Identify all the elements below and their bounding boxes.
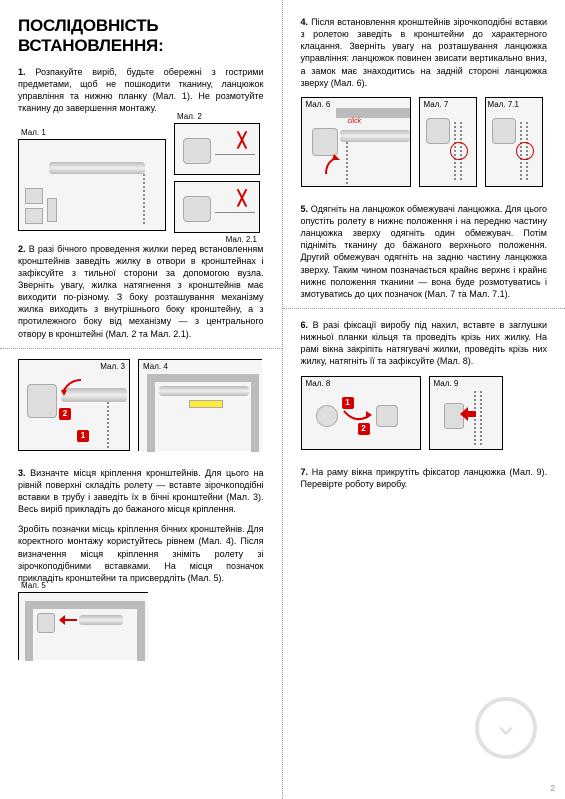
- step-number-4: 4.: [301, 17, 309, 27]
- step-number-6: 6.: [301, 320, 309, 330]
- page: ПОСЛІДОВНІСТЬ ВСТАНОВЛЕННЯ: 1. Розпакуйт…: [0, 0, 565, 799]
- arrow-icon: [59, 378, 83, 396]
- fig-2-1: Мал. 2.1: [174, 181, 260, 233]
- page-title: ПОСЛІДОВНІСТЬ ВСТАНОВЛЕННЯ:: [18, 16, 264, 56]
- fig-5: Мал. 5: [18, 592, 148, 660]
- step-7-text: На раму вікна прикрутіть фіксатор ланцюж…: [301, 467, 548, 489]
- step-6-text: В разі фіксації виробу під нахил, вставт…: [301, 320, 548, 366]
- step-5-text: Одягніть на ланцюжок обмежувачі ланцюжка…: [301, 204, 548, 299]
- scissors-icon: [229, 128, 255, 154]
- fig-6-label: Мал. 6: [306, 100, 331, 109]
- divider: [0, 348, 282, 349]
- fig-row-2: Мал. 3 2 1 Мал. 4: [18, 359, 264, 457]
- fig-9-label: Мал. 9: [434, 379, 459, 388]
- step-3b: Зробіть позначки місць кріплення бічних …: [18, 523, 264, 584]
- left-column: ПОСЛІДОВНІСТЬ ВСТАНОВЛЕННЯ: 1. Розпакуйт…: [0, 0, 283, 799]
- fig-3: Мал. 3 2 1: [18, 359, 130, 451]
- step-7: 7. На раму вікна прикрутіть фіксатор лан…: [301, 466, 548, 490]
- step-3a-text: Визначте місця кріплення кронштейнів. Дл…: [18, 468, 264, 514]
- fig-row-4: Мал. 6 click Мал. 7 Мал. 7.1: [301, 97, 548, 193]
- fig-row-1: Мал. 1 Мал. 2 Мал. 2.1: [18, 123, 264, 233]
- watermark-icon: [475, 697, 537, 759]
- step-number-2: 2.: [18, 244, 26, 254]
- step-4-text: Після встановлення кронштейнів зірочкопо…: [301, 17, 548, 88]
- fig-row-3: Мал. 5: [18, 592, 264, 664]
- fig-4: Мал. 4: [138, 359, 262, 451]
- fig-8: Мал. 8 1 2: [301, 376, 421, 450]
- fig-7-1-label: Мал. 7.1: [488, 100, 519, 109]
- step-6: 6. В разі фіксації виробу під нахил, вст…: [301, 319, 548, 368]
- fig-8-label: Мал. 8: [306, 379, 331, 388]
- fig-5-label: Мал. 5: [21, 581, 46, 590]
- step-3a: 3. Визначте місця кріплення кронштейнів.…: [18, 467, 264, 516]
- arrow-icon: [342, 407, 372, 427]
- fig-4-label: Мал. 4: [143, 362, 168, 371]
- fig-1-label: Мал. 1: [21, 128, 46, 137]
- badge-1: 1: [77, 430, 89, 442]
- step-4: 4. Після встановлення кронштейнів зірочк…: [301, 16, 548, 89]
- fig-9: Мал. 9: [429, 376, 503, 450]
- fig-row-5: Мал. 8 1 2 Мал. 9: [301, 376, 548, 456]
- divider: [283, 308, 565, 309]
- step-2: 2. В разі бічного проведення жилки перед…: [18, 243, 264, 340]
- step-number-3: 3.: [18, 468, 26, 478]
- step-1-text: Розпакуйте виріб, будьте обережні з гост…: [18, 67, 264, 113]
- arrow-icon: [322, 154, 340, 176]
- step-2-text: В разі бічного проведення жилки перед вс…: [18, 244, 264, 339]
- arrow-icon: [57, 613, 79, 627]
- fig-7: Мал. 7: [419, 97, 477, 187]
- fig-7-1: Мал. 7.1: [485, 97, 543, 187]
- step-number-1: 1.: [18, 67, 26, 77]
- fig-1: Мал. 1: [18, 139, 166, 231]
- step-1: 1. Розпакуйте виріб, будьте обережні з г…: [18, 66, 264, 115]
- page-number: 2: [551, 784, 555, 793]
- step-number-7: 7.: [301, 467, 309, 477]
- fig-7-label: Мал. 7: [424, 100, 449, 109]
- fig-2-1-label: Мал. 2.1: [226, 235, 257, 244]
- scissors-icon: [229, 186, 255, 212]
- fig-2: Мал. 2: [174, 123, 260, 175]
- step-number-5: 5.: [301, 204, 309, 214]
- fig-3-label: Мал. 3: [100, 362, 125, 371]
- step-3b-text: Зробіть позначки місць кріплення бічних …: [18, 524, 264, 583]
- click-label: click: [348, 118, 362, 125]
- arrow-icon: [460, 407, 476, 421]
- fig-6: Мал. 6 click: [301, 97, 411, 187]
- fig-2-label: Мал. 2: [177, 112, 202, 121]
- badge-2: 2: [59, 408, 71, 420]
- right-column: 4. Після встановлення кронштейнів зірочк…: [283, 0, 565, 799]
- step-5: 5. Одягніть на ланцюжок обмежувачі ланцю…: [301, 203, 548, 300]
